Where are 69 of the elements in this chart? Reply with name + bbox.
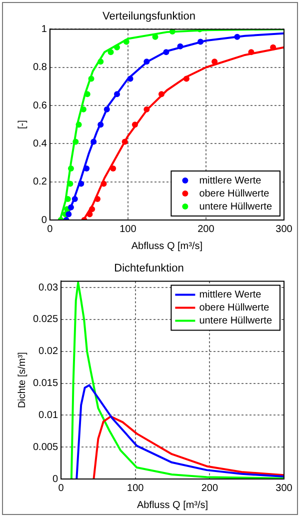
x-axis-title: Abfluss Q [m³/s] bbox=[131, 240, 203, 252]
point bbox=[98, 122, 104, 128]
point bbox=[234, 34, 240, 40]
point bbox=[76, 122, 82, 128]
legend-label: mittlere Werte bbox=[199, 175, 262, 186]
point bbox=[123, 38, 130, 45]
point bbox=[94, 196, 100, 202]
chart-title: Dichtefunktion bbox=[114, 262, 184, 275]
point bbox=[84, 91, 90, 98]
point bbox=[88, 76, 94, 82]
point bbox=[158, 91, 164, 98]
y-tick-label: 0.005 bbox=[32, 442, 58, 453]
point bbox=[110, 165, 116, 172]
y-tick-label: 0 bbox=[41, 214, 48, 226]
point bbox=[72, 138, 79, 145]
x-tick-label: 300 bbox=[276, 224, 293, 235]
point bbox=[64, 196, 71, 202]
point bbox=[98, 58, 104, 65]
y-axis-title: [-] bbox=[16, 120, 28, 130]
point bbox=[270, 44, 276, 50]
point bbox=[144, 106, 150, 112]
legend-label: untere Hüllwerte bbox=[199, 201, 272, 212]
legend-label: obere Hüllwerte bbox=[199, 188, 270, 200]
point bbox=[132, 122, 138, 128]
y-tick-label: 0.02 bbox=[38, 346, 58, 358]
point bbox=[89, 206, 96, 212]
point bbox=[68, 204, 74, 210]
point bbox=[127, 76, 134, 82]
legend-label: untere Hüllwerte bbox=[199, 315, 272, 326]
y-tick-label: 0.03 bbox=[38, 282, 58, 294]
y-tick-label: 0.4 bbox=[32, 138, 48, 150]
point bbox=[68, 165, 74, 172]
x-tick-label: 100 bbox=[127, 482, 144, 494]
x-tick-label: 200 bbox=[198, 224, 215, 235]
point bbox=[78, 180, 84, 187]
point bbox=[108, 49, 114, 56]
point bbox=[177, 43, 184, 50]
point bbox=[144, 58, 150, 65]
point bbox=[66, 211, 72, 218]
chart-title: Verteilungsfunktion bbox=[102, 10, 196, 23]
x-tick-label: 200 bbox=[201, 482, 218, 494]
x-axis-title: Abfluss Q [m³/s] bbox=[136, 500, 208, 511]
x-tick-label: 300 bbox=[276, 482, 293, 494]
y-tick-label: 0.015 bbox=[32, 378, 58, 390]
point bbox=[104, 106, 110, 112]
point bbox=[248, 49, 254, 56]
point bbox=[90, 138, 97, 145]
point bbox=[114, 91, 120, 98]
y-tick-label: 0.6 bbox=[32, 100, 48, 112]
point bbox=[72, 196, 78, 202]
y-tick-label: 0.01 bbox=[38, 410, 58, 421]
point bbox=[183, 76, 190, 82]
point bbox=[114, 44, 120, 50]
point bbox=[86, 211, 93, 218]
legend-label: obere Hüllwerte bbox=[199, 302, 270, 314]
y-tick-label: 0.025 bbox=[32, 314, 58, 326]
y-tick-label: 0 bbox=[52, 474, 58, 485]
point bbox=[122, 138, 128, 145]
y-tick-label: 0.8 bbox=[32, 62, 48, 74]
point bbox=[163, 49, 170, 56]
point bbox=[100, 180, 107, 187]
point bbox=[198, 38, 204, 45]
point bbox=[169, 29, 176, 34]
y-axis-title: Dichte [s/m³] bbox=[16, 352, 28, 408]
legend-label: mittlere Werte bbox=[199, 289, 262, 300]
y-tick-label: 0.2 bbox=[32, 176, 48, 188]
x-tick-label: 100 bbox=[120, 224, 137, 235]
point bbox=[67, 180, 74, 187]
y-tick-label: 1 bbox=[41, 24, 48, 35]
